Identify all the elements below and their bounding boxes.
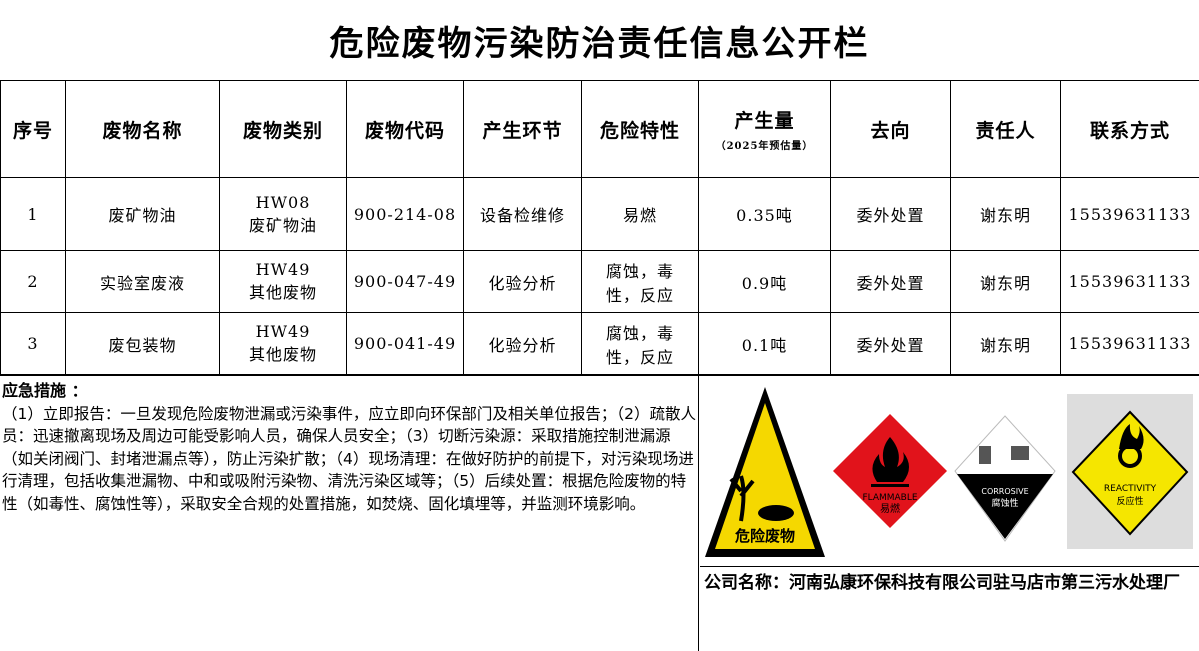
cell-code: 900-047-49 [347,251,464,313]
page-title: 危险废物污染防治责任信息公开栏 [0,0,1199,81]
category-code: HW08 [220,193,346,212]
svg-text:CORROSIVE: CORROSIVE [981,487,1028,496]
cell-person: 谢东明 [951,178,1061,251]
header-code: 废物代码 [347,81,464,178]
measures-text: （1）立即报告：一旦发现危险废物泄漏或污染事件，应立即向环保部门及相关单位报告；… [2,403,696,516]
corrosive-icon: CORROSIVE 腐蚀性 [951,396,1059,546]
cell-contact: 15539631133 [1061,313,1199,375]
header-no: 序号 [1,81,66,178]
cell-person: 谢东明 [951,313,1061,375]
cell-no: 3 [1,313,66,375]
category-name: 其他废物 [220,279,346,303]
reactivity-sign: REACTIVITY 反应性 [1060,376,1199,566]
category-code: HW49 [220,322,346,341]
cell-no: 2 [1,251,66,313]
flammable-icon: FLAMMABLE 易燃 [831,412,949,530]
header-destination: 去向 [831,81,951,178]
cell-name: 废包装物 [66,313,220,375]
corrosive-sign: CORROSIVE 腐蚀性 [950,376,1060,566]
measures-heading: 应急措施 ： [2,380,696,403]
waste-table: 序号 废物名称 废物类别 废物代码 产生环节 危险特性 产生量 （2025年预估量… [0,80,1199,375]
company-name: 公司名称：河南弘康环保科技有限公司驻马店市第三污水处理厂 [700,566,1199,651]
hazard-signs: 危险废物 FLAMMABLE 易燃 CORROSIVE 腐蚀性 REACTIVI… [700,376,1199,566]
svg-text:易燃: 易燃 [880,502,900,515]
header-hazard: 危险特性 [582,81,699,178]
svg-text:危险废物: 危险废物 [735,527,795,545]
header-name: 废物名称 [66,81,220,178]
header-process: 产生环节 [464,81,582,178]
cell-process: 设备检维修 [464,178,582,251]
category-name: 其他废物 [220,341,346,365]
cell-contact: 15539631133 [1061,178,1199,251]
flammable-sign: FLAMMABLE 易燃 [830,376,950,566]
cell-hazard: 易燃 [582,178,699,251]
svg-text:腐蚀性: 腐蚀性 [991,497,1018,509]
reactivity-icon: REACTIVITY 反应性 [1067,394,1193,549]
header-amount-note: （2025年预估量） [699,137,830,152]
cell-destination: 委外处置 [831,251,951,313]
header-person: 责任人 [951,81,1061,178]
svg-text:FLAMMABLE: FLAMMABLE [862,493,917,503]
cell-no: 1 [1,178,66,251]
header-contact: 联系方式 [1061,81,1199,178]
cell-code: 900-214-08 [347,178,464,251]
cell-destination: 委外处置 [831,313,951,375]
header-row: 序号 废物名称 废物类别 废物代码 产生环节 危险特性 产生量 （2025年预估量… [1,81,1199,178]
emergency-measures: 应急措施 ： （1）立即报告：一旦发现危险废物泄漏或污染事件，应立即向环保部门及… [0,376,699,651]
cell-code: 900-041-49 [347,313,464,375]
cell-destination: 委外处置 [831,178,951,251]
cell-process: 化验分析 [464,313,582,375]
cell-person: 谢东明 [951,251,1061,313]
cell-hazard: 腐蚀，毒性，反应 [582,313,699,375]
cell-name: 实验室废液 [66,251,220,313]
header-category: 废物类别 [220,81,347,178]
header-amount: 产生量 （2025年预估量） [699,81,831,178]
category-code: HW49 [220,260,346,279]
cell-name: 废矿物油 [66,178,220,251]
cell-contact: 15539631133 [1061,251,1199,313]
cell-process: 化验分析 [464,251,582,313]
cell-amount: 0.35吨 [699,178,831,251]
svg-text:REACTIVITY: REACTIVITY [1103,484,1156,494]
bottom-section: 应急措施 ： （1）立即报告：一旦发现危险废物泄漏或污染事件，应立即向环保部门及… [0,375,1199,650]
cell-amount: 0.1吨 [699,313,831,375]
svg-text:反应性: 反应性 [1116,495,1143,507]
category-name: 废矿物油 [220,212,346,236]
cell-hazard: 腐蚀，毒性，反应 [582,251,699,313]
hazardous-waste-sign: 危险废物 [700,376,830,566]
cell-amount: 0.9吨 [699,251,831,313]
hazardous-waste-icon: 危险废物 [701,381,829,561]
header-amount-label: 产生量 [734,110,794,132]
